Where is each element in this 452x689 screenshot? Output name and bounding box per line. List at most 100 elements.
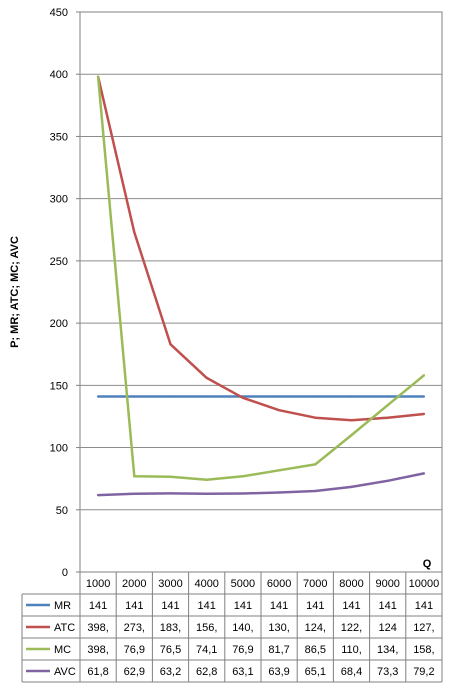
legend-label-avc: AVC [54, 666, 76, 678]
table-cell: 73,3 [377, 666, 398, 678]
data-point-atc [350, 418, 353, 422]
data-point-mc [205, 478, 208, 481]
data-point-mr [422, 395, 426, 398]
table-cell: 63,9 [268, 666, 289, 678]
x-tick-label: 7000 [303, 578, 327, 590]
table-cell: 110, [341, 644, 362, 656]
table-cell: 134, [377, 644, 398, 656]
legend-label-mr: MR [54, 600, 71, 612]
data-point-avc [169, 492, 172, 495]
table-cell: 141 [342, 600, 360, 612]
x-tick-label: 2000 [122, 578, 146, 590]
data-point-avc [133, 492, 136, 495]
data-point-mr [350, 395, 353, 398]
data-point-mr [133, 395, 136, 398]
y-tick-label: 450 [50, 7, 68, 19]
y-tick-label: 350 [50, 131, 68, 143]
table-cell: 130, [268, 622, 289, 634]
x-tick-label: 3000 [158, 578, 182, 590]
table-cell: 122, [341, 622, 362, 634]
table-cell: 141 [125, 600, 143, 612]
data-point-avc [422, 472, 426, 475]
series-lines [96, 75, 426, 497]
y-tick-label: 200 [50, 318, 68, 330]
x-tick-label: 9000 [375, 578, 399, 590]
data-point-avc [350, 485, 353, 489]
table-cell: 183, [160, 622, 181, 634]
data-point-avc [241, 492, 245, 495]
data-point-mc [386, 404, 389, 407]
data-point-atc [314, 416, 317, 419]
y-tick-label: 400 [50, 69, 68, 81]
y-tick-label: 150 [50, 380, 68, 392]
table-cell: 61,8 [87, 666, 108, 678]
table-cell: 141 [234, 600, 252, 612]
table-cell: 141 [198, 600, 216, 612]
table-cell: 398, [87, 644, 108, 656]
table-cell: 398, [87, 622, 108, 634]
x-tick-label: 5000 [231, 578, 255, 590]
data-point-atc [169, 343, 172, 346]
y-tick-label: 300 [50, 194, 68, 206]
table-cell: 62,9 [124, 666, 145, 678]
data-point-avc [205, 492, 208, 496]
table-cell: 141 [270, 600, 288, 612]
y-tick-label: 0 [62, 567, 68, 579]
plot-area [79, 11, 443, 573]
data-point-mc [96, 75, 100, 78]
series-line-mc [96, 76, 425, 482]
data-point-mr [96, 395, 100, 398]
table-cell: 141 [161, 600, 179, 612]
y-tick-label: 250 [50, 256, 68, 268]
table-cell: 79,2 [413, 666, 434, 678]
legend-label-atc: ATC [54, 622, 75, 634]
data-point-mc [350, 433, 353, 437]
data-point-mr [169, 395, 172, 398]
gridlines [76, 11, 442, 573]
table-cell: 156, [196, 622, 217, 634]
data-point-mc [314, 463, 317, 466]
table-cell: 62,8 [196, 666, 217, 678]
data-point-mc [277, 469, 281, 472]
y-tick-label: 100 [50, 443, 68, 455]
x-tick-label: 10000 [409, 578, 440, 590]
table-cell: 63,2 [160, 666, 181, 678]
series-line-avc [98, 472, 425, 497]
data-point-mc [169, 475, 172, 478]
x-tick-label: 1000 [86, 578, 110, 590]
data-point-mc [241, 475, 245, 478]
table-cell: 124, [305, 622, 326, 634]
data-point-avc [314, 489, 317, 493]
data-point-mr [205, 395, 208, 398]
x-tick-label: 8000 [339, 578, 363, 590]
data-point-atc [241, 396, 245, 399]
table-cell: 65,1 [305, 666, 326, 678]
y-tick-labels: 0 50 100 150 200 250 300 350 400 450 [50, 7, 68, 579]
table-cell: 141 [89, 600, 107, 612]
x-tick-label: 6000 [267, 578, 291, 590]
table-cell: 158, [413, 644, 434, 656]
data-point-mr [277, 395, 281, 398]
legend-label-mc: MC [54, 644, 71, 656]
data-point-mc [133, 475, 136, 478]
table-cell: 140, [232, 622, 253, 634]
x-tick-label: 4000 [194, 578, 218, 590]
y-tick-label: 50 [56, 505, 68, 517]
data-point-atc [133, 231, 136, 234]
table-cell: 81,7 [268, 644, 289, 656]
data-point-atc [386, 416, 389, 419]
table-cell: 76,5 [160, 644, 181, 656]
data-table: 1000 2000 3000 4000 5000 6000 7000 8000 9000 1000… [21, 572, 443, 683]
table-cell: 86,5 [305, 644, 326, 656]
table-cell: 68,4 [341, 666, 362, 678]
table-cell: 141 [415, 600, 433, 612]
data-point-mr [314, 395, 317, 398]
table-cell: 124 [379, 622, 397, 634]
data-point-avc [277, 491, 281, 494]
table-cell: 63,1 [232, 666, 253, 678]
table-cell: 141 [379, 600, 397, 612]
table-cell: 74,1 [196, 644, 217, 656]
data-point-mr [386, 395, 389, 398]
data-point-atc [205, 376, 208, 380]
